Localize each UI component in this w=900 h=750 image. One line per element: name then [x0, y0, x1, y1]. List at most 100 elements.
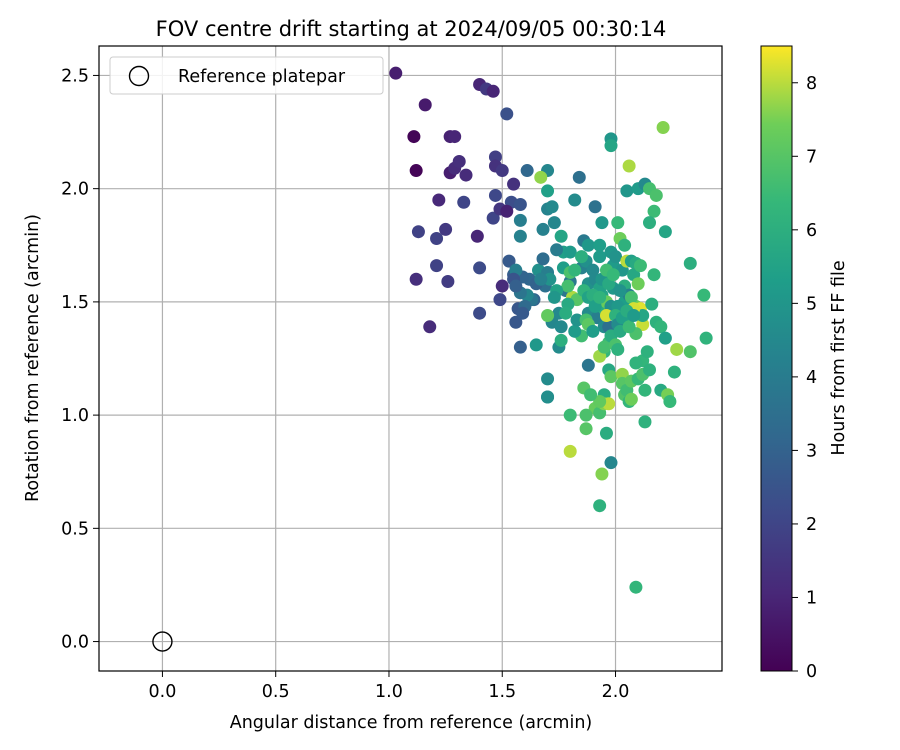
legend-label: Reference platepar [178, 67, 346, 87]
data-point [554, 320, 568, 334]
data-point [604, 139, 618, 153]
data-point [563, 444, 577, 458]
data-point [613, 284, 627, 298]
data-point [649, 188, 663, 202]
data-point [579, 408, 593, 422]
x-tick-label: 2.0 [602, 682, 630, 702]
data-point [541, 372, 555, 386]
data-point [554, 333, 568, 347]
y-axis-ticks: 0.0 0.5 1.0 1.5 2.0 2.5 [61, 66, 99, 653]
y-tick-label: 1.0 [61, 406, 89, 426]
colorbar-tick-label: 6 [806, 221, 817, 241]
data-point [611, 342, 625, 356]
colorbar-label: Hours from first FF file [829, 260, 849, 455]
data-point [541, 390, 555, 404]
data-point [441, 275, 455, 289]
data-point [568, 193, 582, 207]
colorbar-gradient [760, 45, 793, 672]
data-point [554, 229, 568, 243]
data-point [486, 211, 500, 225]
data-point [627, 308, 641, 322]
data-point [534, 170, 548, 184]
data-point [423, 320, 437, 334]
data-point [495, 164, 509, 178]
data-point [638, 383, 652, 397]
data-point [563, 408, 577, 422]
data-point [658, 331, 672, 345]
colorbar-tick-label: 4 [806, 368, 817, 388]
reference-marker [152, 631, 173, 652]
legend: Reference platepar [109, 56, 384, 95]
data-point [534, 272, 548, 286]
colorbar-tick-label: 7 [806, 147, 817, 167]
y-tick-label: 0.5 [61, 519, 89, 539]
data-points [389, 66, 713, 594]
x-axis-label: Angular distance from reference (arcmin) [230, 713, 593, 733]
data-point [604, 370, 618, 384]
x-tick-label: 0.0 [149, 682, 177, 702]
data-point [604, 456, 618, 470]
data-point [636, 318, 650, 332]
data-point [550, 243, 564, 257]
data-point [543, 272, 557, 286]
data-point [529, 338, 543, 352]
data-point [457, 195, 471, 209]
colorbar: 0 1 2 3 4 5 6 7 8 Hours from first FF file [760, 45, 849, 682]
data-point [570, 313, 584, 327]
data-point [593, 238, 607, 252]
data-point [516, 306, 530, 320]
plot-area-frame [98, 45, 723, 672]
data-point [513, 340, 527, 354]
data-point [595, 216, 609, 230]
data-point [459, 168, 473, 182]
data-point [513, 198, 527, 212]
data-point [411, 225, 425, 239]
x-axis-ticks: 0.0 0.5 1.0 1.5 2.0 [149, 671, 630, 702]
colorbar-tick-label: 3 [806, 441, 817, 461]
data-point [699, 331, 713, 345]
data-point [407, 130, 421, 144]
data-point [547, 290, 561, 304]
data-point [654, 320, 668, 334]
data-point [430, 259, 444, 273]
data-point [488, 188, 502, 202]
data-point [629, 580, 643, 594]
data-point [473, 306, 487, 320]
reference-platepar-marker [152, 631, 173, 652]
colorbar-tick-label: 0 [806, 662, 817, 682]
data-point [500, 107, 514, 121]
data-point [645, 297, 659, 311]
data-point [509, 279, 523, 293]
data-point [640, 345, 654, 359]
data-point [572, 170, 586, 184]
data-point [615, 367, 629, 381]
data-point [618, 238, 632, 252]
data-point [568, 263, 582, 277]
data-point [656, 121, 670, 135]
legend-open-circle-marker [128, 65, 150, 87]
data-point [597, 340, 611, 354]
data-point [495, 279, 509, 293]
data-point [584, 388, 598, 402]
grid [99, 46, 722, 671]
colorbar-tick-label: 5 [806, 294, 817, 314]
data-point [663, 395, 677, 409]
data-point [409, 272, 423, 286]
data-point [389, 66, 403, 80]
legend-box [109, 56, 384, 95]
data-point [448, 130, 462, 144]
y-tick-label: 2.5 [61, 66, 89, 86]
data-point [547, 216, 561, 230]
data-point [593, 395, 607, 409]
data-point [581, 238, 595, 252]
data-point [430, 231, 444, 245]
data-point [509, 315, 523, 329]
colorbar-ticks: 0 1 2 3 4 5 6 7 8 [792, 74, 817, 682]
data-point [609, 250, 623, 264]
data-point [581, 358, 595, 372]
data-point [502, 254, 516, 268]
data-point [507, 177, 521, 191]
colorbar-tick-label: 8 [806, 74, 817, 94]
data-point [638, 415, 652, 429]
